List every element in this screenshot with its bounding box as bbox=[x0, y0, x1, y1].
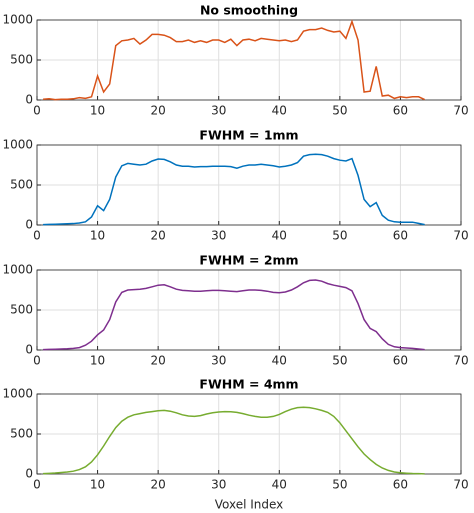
x-tick-label: 70 bbox=[453, 478, 468, 492]
x-tick-label: 60 bbox=[393, 104, 408, 118]
x-tick-label: 0 bbox=[33, 104, 41, 118]
axes-box bbox=[36, 19, 462, 101]
y-tick-label: 1000 bbox=[2, 263, 33, 277]
x-tick-label: 20 bbox=[151, 478, 166, 492]
axes-box bbox=[36, 393, 462, 475]
x-tick-label: 10 bbox=[90, 354, 105, 368]
y-tick-label: 500 bbox=[10, 178, 33, 192]
x-tick-label: 0 bbox=[33, 478, 41, 492]
x-tick-label: 50 bbox=[332, 478, 347, 492]
y-tick-label: 0 bbox=[25, 93, 33, 107]
x-tick-label: 40 bbox=[272, 354, 287, 368]
y-tick-label: 500 bbox=[10, 53, 33, 67]
x-tick-label: 20 bbox=[151, 104, 166, 118]
x-axis-label: Voxel Index bbox=[215, 498, 284, 512]
x-tick-label: 10 bbox=[90, 478, 105, 492]
data-line bbox=[43, 153, 425, 226]
x-tick-label: 60 bbox=[393, 478, 408, 492]
x-tick-label: 30 bbox=[211, 104, 226, 118]
y-tick-label: 1000 bbox=[2, 387, 33, 401]
y-tick-label: 500 bbox=[10, 427, 33, 441]
y-tick-label: 1000 bbox=[2, 138, 33, 152]
x-tick-label: 50 bbox=[332, 354, 347, 368]
x-tick-label: 10 bbox=[90, 104, 105, 118]
y-tick-label: 0 bbox=[25, 343, 33, 357]
x-tick-label: 30 bbox=[211, 229, 226, 243]
x-tick-label: 20 bbox=[151, 354, 166, 368]
axes-box bbox=[36, 144, 462, 226]
chart-title: No smoothing bbox=[200, 3, 298, 18]
data-line bbox=[43, 19, 425, 101]
x-tick-label: 50 bbox=[332, 104, 347, 118]
x-tick-label: 70 bbox=[453, 354, 468, 368]
x-tick-label: 40 bbox=[272, 104, 287, 118]
x-tick-label: 30 bbox=[211, 354, 226, 368]
y-tick-label: 0 bbox=[25, 218, 33, 232]
x-tick-label: 30 bbox=[211, 478, 226, 492]
x-tick-label: 60 bbox=[393, 229, 408, 243]
x-tick-label: 70 bbox=[453, 104, 468, 118]
data-line bbox=[43, 406, 425, 475]
chart-title: FWHM = 2mm bbox=[199, 253, 298, 268]
x-tick-label: 70 bbox=[453, 229, 468, 243]
x-tick-label: 50 bbox=[332, 229, 347, 243]
y-tick-label: 1000 bbox=[2, 13, 33, 27]
axes-box bbox=[36, 269, 462, 351]
x-tick-label: 40 bbox=[272, 478, 287, 492]
chart-title: FWHM = 4mm bbox=[199, 377, 298, 392]
y-tick-label: 500 bbox=[10, 303, 33, 317]
x-tick-label: 0 bbox=[33, 229, 41, 243]
x-tick-label: 60 bbox=[393, 354, 408, 368]
chart-title: FWHM = 1mm bbox=[199, 128, 298, 143]
x-tick-label: 10 bbox=[90, 229, 105, 243]
y-tick-label: 0 bbox=[25, 467, 33, 481]
x-tick-label: 0 bbox=[33, 354, 41, 368]
data-line bbox=[43, 279, 425, 351]
x-tick-label: 40 bbox=[272, 229, 287, 243]
x-tick-label: 20 bbox=[151, 229, 166, 243]
